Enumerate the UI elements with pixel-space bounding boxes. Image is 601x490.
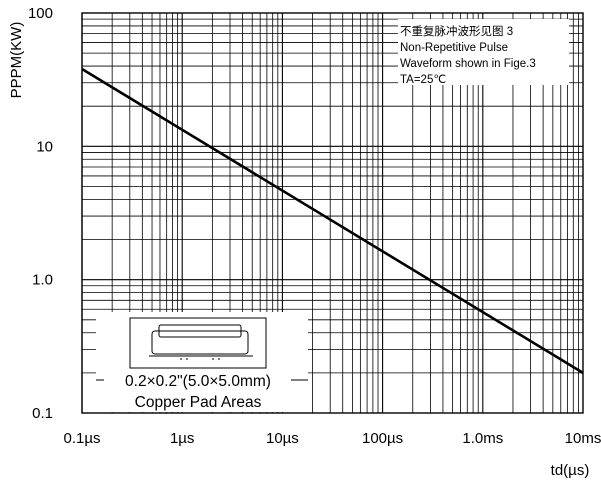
x-tick-label: 0.1µs bbox=[64, 430, 101, 447]
annotation-line-3: Waveform shown in Fige.3 bbox=[400, 58, 536, 70]
y-tick-label: 1.0 bbox=[32, 272, 53, 289]
annotation-line-1: 不重复脉冲波形见图 3 bbox=[400, 24, 513, 38]
inset-label-size: 0.2×0.2"(5.0×5.0mm) bbox=[125, 373, 271, 390]
series-group bbox=[81, 67, 584, 374]
x-tick-label: 10ms bbox=[565, 430, 601, 447]
plot-frame bbox=[81, 12, 584, 414]
copper-pad-inset: 0.2×0.2"(5.0×5.0mm) Copper Pad Areas bbox=[96, 312, 308, 412]
y-tick-label: 10 bbox=[36, 138, 53, 155]
annotation-box: 不重复脉冲波形见图 3 Non-Repetitive Pulse Wavefor… bbox=[398, 19, 569, 86]
pad-component-icon bbox=[149, 324, 253, 360]
x-tick-label: 100µs bbox=[362, 430, 403, 447]
tick-labels: 0.1 1.0 10 100 0.1µs 1µs 10µs 100µs 1.0ms 10ms bbox=[28, 5, 601, 447]
series-line bbox=[81, 67, 584, 374]
x-tick-label: 1µs bbox=[170, 430, 195, 447]
annotation-line-4: TA=25℃ bbox=[400, 74, 446, 86]
y-axis-label: PPPM(KW) bbox=[8, 22, 25, 99]
y-tick-label: 0.1 bbox=[32, 405, 53, 422]
x-tick-label: 1.0ms bbox=[462, 430, 503, 447]
annotation-line-2: Non-Repetitive Pulse bbox=[400, 42, 508, 54]
inset-top-panel bbox=[129, 317, 267, 369]
inset-label-area: Copper Pad Areas bbox=[135, 394, 262, 411]
annotation-background bbox=[398, 19, 569, 85]
y-tick-label: 100 bbox=[28, 5, 53, 22]
x-axis-label: td(µs) bbox=[551, 462, 590, 479]
x-tick-label: 10µs bbox=[266, 430, 299, 447]
